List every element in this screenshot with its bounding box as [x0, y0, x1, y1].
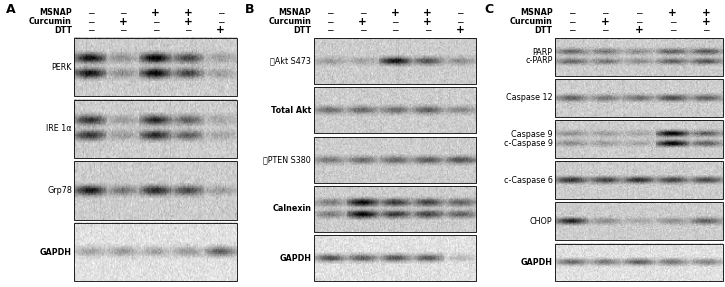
Text: c-Caspase 9: c-Caspase 9 [504, 139, 552, 148]
Text: −: − [568, 17, 576, 26]
Text: +: + [119, 17, 128, 26]
Text: +: + [601, 17, 610, 26]
Text: +: + [455, 25, 464, 35]
Text: +: + [216, 25, 225, 35]
Text: −: − [602, 26, 609, 35]
Bar [313, 235, 476, 281]
Text: −: − [326, 8, 334, 18]
Text: c-PARP: c-PARP [525, 56, 552, 65]
Text: A: A [6, 3, 16, 16]
Text: +: + [423, 17, 432, 26]
Bar [555, 202, 723, 240]
Text: −: − [326, 17, 334, 26]
Bar [313, 87, 476, 133]
Text: −: − [152, 26, 160, 35]
Text: −: − [87, 17, 94, 26]
Text: −: − [568, 26, 576, 35]
Bar [74, 223, 237, 281]
Text: −: − [668, 17, 676, 26]
Text: c-Caspase 6: c-Caspase 6 [504, 176, 552, 185]
Text: −: − [152, 17, 160, 26]
Text: −: − [359, 26, 366, 35]
Bar [313, 137, 476, 183]
Text: −: − [217, 17, 224, 26]
Text: −: − [326, 26, 334, 35]
Text: CHOP: CHOP [530, 217, 552, 226]
Text: −: − [668, 26, 676, 35]
Text: −: − [602, 8, 609, 18]
Text: ⓅAkt S473: ⓅAkt S473 [270, 56, 311, 65]
Text: −: − [391, 17, 399, 26]
Text: −: − [568, 8, 576, 18]
Bar [555, 38, 723, 75]
Text: −: − [391, 26, 399, 35]
Text: GAPDH: GAPDH [279, 254, 311, 263]
Text: Curcumin: Curcumin [510, 17, 552, 26]
Bar [74, 100, 237, 158]
Text: MSNAP: MSNAP [39, 8, 72, 18]
Text: +: + [668, 8, 676, 18]
Text: +: + [183, 17, 193, 26]
Text: GAPDH: GAPDH [521, 258, 552, 267]
Text: +: + [423, 8, 432, 18]
Bar [555, 244, 723, 281]
Bar [555, 79, 723, 117]
Text: Caspase 12: Caspase 12 [506, 93, 552, 102]
Text: −: − [87, 26, 94, 35]
Text: −: − [702, 26, 710, 35]
Text: −: − [456, 17, 463, 26]
Text: −: − [635, 17, 642, 26]
Text: Grp78: Grp78 [47, 186, 72, 195]
Text: −: − [87, 8, 94, 18]
Text: ⓅPTEN S380: ⓅPTEN S380 [263, 155, 311, 164]
Text: Total Akt: Total Akt [271, 106, 311, 115]
Text: Calnexin: Calnexin [272, 204, 311, 214]
Text: DTT: DTT [534, 26, 552, 35]
Text: −: − [120, 26, 127, 35]
Text: MSNAP: MSNAP [278, 8, 311, 18]
Text: PERK: PERK [51, 63, 72, 71]
Text: DTT: DTT [54, 26, 72, 35]
Text: −: − [184, 26, 192, 35]
Text: −: − [120, 8, 127, 18]
Bar [74, 38, 237, 96]
Text: −: − [635, 8, 642, 18]
Text: DTT: DTT [293, 26, 311, 35]
Bar [555, 161, 723, 199]
Text: +: + [183, 8, 193, 18]
Text: +: + [634, 25, 643, 35]
Text: +: + [358, 17, 367, 26]
Text: +: + [152, 8, 160, 18]
Text: −: − [217, 8, 224, 18]
Text: GAPDH: GAPDH [40, 248, 72, 257]
Text: Caspase 9: Caspase 9 [511, 130, 552, 139]
Bar [313, 186, 476, 232]
Text: Curcumin: Curcumin [29, 17, 72, 26]
Text: +: + [391, 8, 399, 18]
Text: PARP: PARP [533, 48, 552, 57]
Text: −: − [456, 8, 463, 18]
Text: B: B [245, 3, 254, 16]
Text: C: C [484, 3, 494, 16]
Text: +: + [702, 17, 710, 26]
Bar [74, 161, 237, 220]
Text: IRE 1α: IRE 1α [46, 124, 72, 133]
Text: Curcumin: Curcumin [268, 17, 311, 26]
Bar [313, 38, 476, 84]
Text: MSNAP: MSNAP [520, 8, 552, 18]
Text: −: − [423, 26, 431, 35]
Text: −: − [359, 8, 366, 18]
Text: +: + [702, 8, 710, 18]
Bar [555, 120, 723, 158]
